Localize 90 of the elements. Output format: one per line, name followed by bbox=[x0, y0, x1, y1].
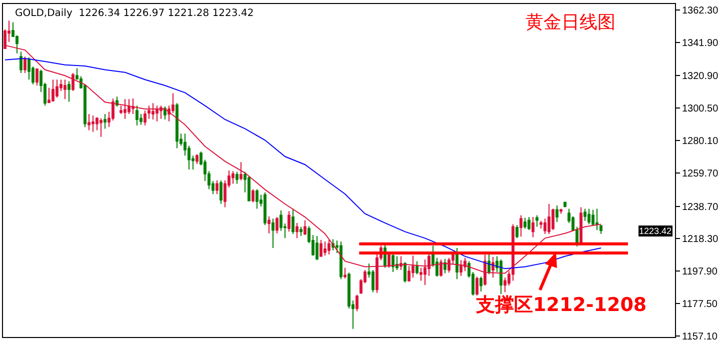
candlestick bbox=[344, 267, 346, 280]
candlestick bbox=[316, 235, 318, 261]
candlestick bbox=[240, 162, 242, 181]
y-tick-label: 1177.50 bbox=[682, 298, 718, 310]
candlestick bbox=[156, 105, 158, 122]
candlestick bbox=[584, 208, 586, 222]
candlestick bbox=[340, 241, 342, 280]
candlestick bbox=[232, 170, 234, 184]
candlestick bbox=[528, 216, 530, 231]
candlestick bbox=[564, 202, 566, 208]
candlestick bbox=[68, 80, 70, 102]
candlestick bbox=[136, 105, 138, 126]
y-tick-label: 1280.10 bbox=[682, 136, 719, 147]
y-tick-label: 1218.30 bbox=[682, 234, 719, 246]
candlestick bbox=[292, 208, 294, 235]
candlestick bbox=[320, 239, 322, 258]
candlestick bbox=[72, 72, 74, 92]
candlestick bbox=[264, 192, 266, 226]
candlestick bbox=[176, 102, 178, 149]
candlestick bbox=[600, 224, 602, 234]
candlestick bbox=[324, 241, 326, 256]
candlestick bbox=[296, 222, 298, 239]
candlestick bbox=[272, 218, 274, 249]
candlestick bbox=[392, 252, 394, 273]
candlestick bbox=[276, 216, 278, 234]
candlestick bbox=[480, 276, 482, 292]
candlestick bbox=[592, 209, 594, 226]
candlestick bbox=[24, 56, 26, 74]
candlestick bbox=[356, 294, 358, 312]
candlestick bbox=[28, 56, 30, 80]
candlestick bbox=[148, 105, 150, 120]
candlestick bbox=[596, 208, 598, 231]
candlestick bbox=[396, 256, 398, 270]
candlestick bbox=[536, 214, 538, 228]
text: 黄金日线图 bbox=[525, 12, 616, 34]
candlestick bbox=[132, 98, 134, 114]
candlestick bbox=[524, 217, 526, 229]
candlestick bbox=[144, 110, 146, 126]
y-tick-label: 1341.90 bbox=[682, 38, 719, 49]
candlestick bbox=[20, 51, 22, 74]
candlestick bbox=[248, 176, 250, 202]
candlestick bbox=[456, 248, 458, 280]
candlestick bbox=[520, 214, 522, 238]
candlestick bbox=[164, 106, 166, 120]
annotation: 支撑区1212-1208 bbox=[475, 294, 647, 316]
candlestick bbox=[268, 216, 270, 234]
candlestick bbox=[500, 258, 502, 294]
candlestick bbox=[124, 98, 126, 120]
candlestick bbox=[548, 203, 550, 235]
candlestick bbox=[100, 118, 102, 138]
candlestick bbox=[556, 204, 558, 222]
candlestick bbox=[476, 276, 478, 296]
y-tick-label: 1259.70 bbox=[682, 168, 719, 180]
candlestick bbox=[56, 79, 58, 98]
candlestick bbox=[36, 68, 38, 86]
candlestick bbox=[52, 79, 54, 102]
annotation: 1223.42 bbox=[639, 226, 672, 236]
candlestick bbox=[304, 220, 306, 236]
candlestick bbox=[64, 79, 66, 100]
candlestick bbox=[104, 113, 106, 130]
annotation: GOLD,Daily 1226.34 1226.97 1221.28 1223.42 bbox=[15, 8, 254, 19]
candlestick bbox=[580, 206, 582, 244]
y-tick-label: 1197.90 bbox=[682, 266, 718, 278]
candlestick bbox=[560, 208, 562, 214]
candlestick bbox=[288, 210, 290, 232]
candlestick bbox=[252, 188, 254, 203]
candlestick bbox=[588, 208, 590, 225]
candlestick bbox=[416, 260, 418, 275]
candlestick bbox=[328, 239, 330, 256]
y-tick-label: 1300.50 bbox=[682, 104, 719, 115]
candlestick bbox=[216, 180, 218, 195]
candlestick bbox=[236, 171, 238, 184]
y-tick-label: 1157.10 bbox=[682, 331, 718, 342]
candlestick bbox=[552, 208, 554, 231]
y-tick-label: 1362.30 bbox=[682, 5, 719, 16]
candlestick bbox=[92, 115, 94, 132]
y-tick-label: 1238.70 bbox=[682, 202, 719, 213]
candlestick bbox=[516, 224, 518, 239]
candlestick bbox=[196, 154, 198, 164]
candlestick bbox=[300, 226, 302, 236]
candlestick bbox=[256, 188, 258, 210]
y-tick-label: 1320.90 bbox=[682, 71, 719, 82]
candlestick bbox=[160, 105, 162, 120]
candlestick bbox=[404, 262, 406, 284]
candlestick bbox=[532, 216, 534, 238]
candlestick bbox=[488, 253, 490, 275]
candlestick bbox=[88, 113, 90, 131]
candlestick bbox=[220, 180, 222, 204]
candlestick bbox=[400, 256, 402, 270]
candlestick bbox=[152, 102, 154, 120]
